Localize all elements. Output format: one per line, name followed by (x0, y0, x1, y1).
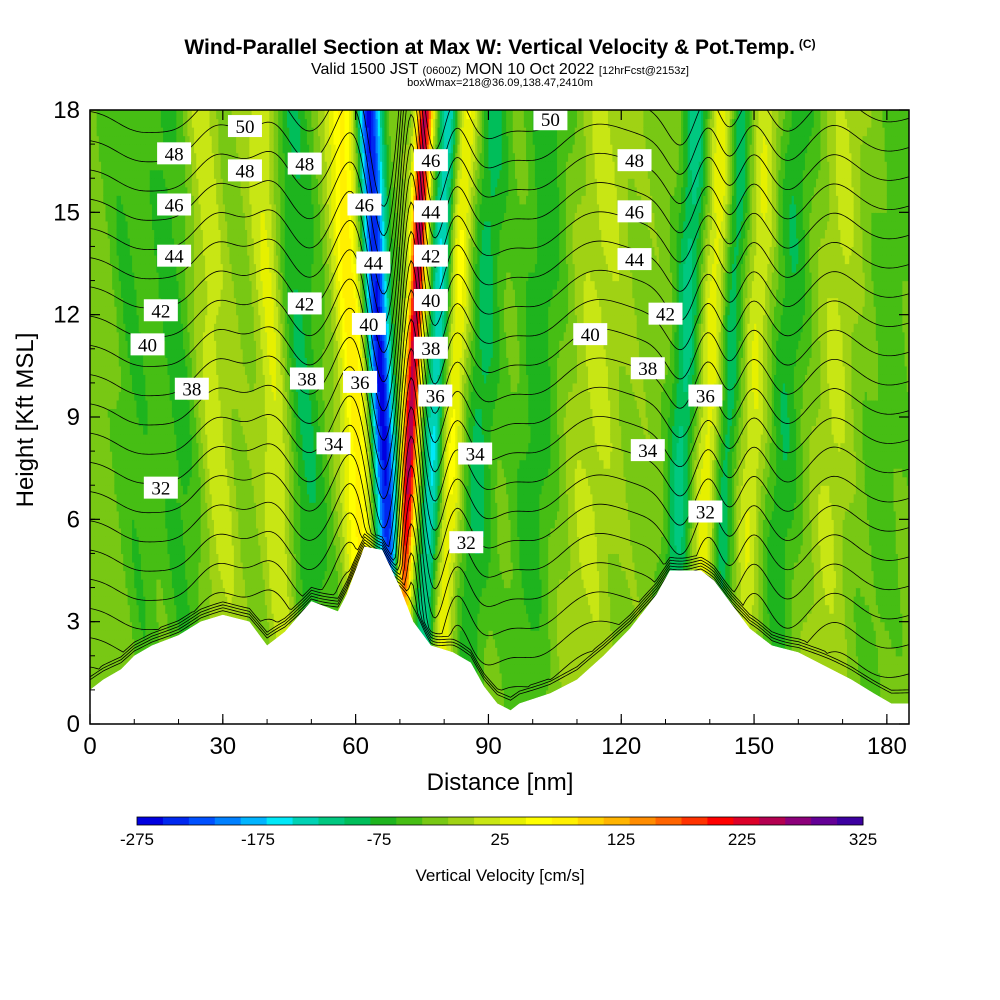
cross-section-chart: 504848 48464442 424038 38 363432464440464442… (0, 0, 1000, 1000)
plot-area (90, 0, 910, 725)
